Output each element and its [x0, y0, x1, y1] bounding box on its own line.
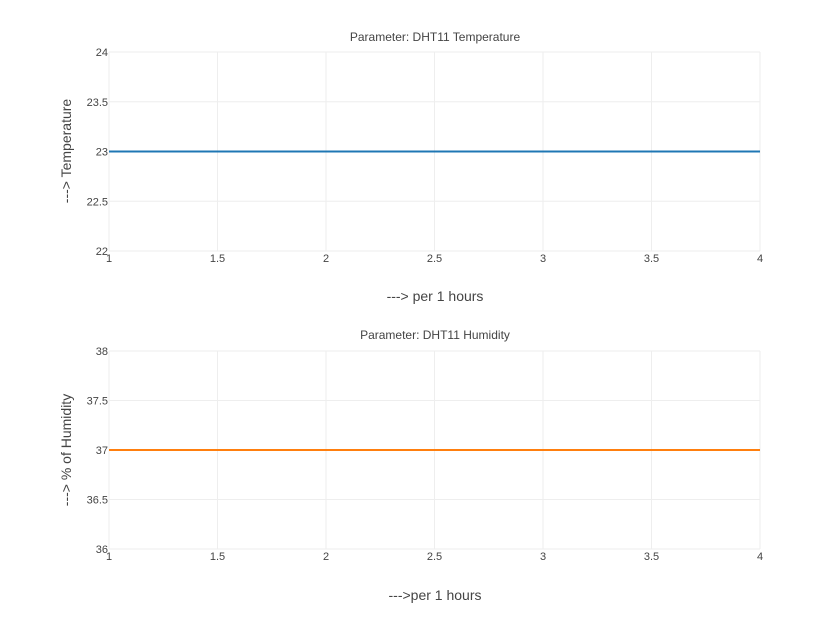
temperature-x-tick-label: 2 — [323, 253, 329, 265]
humidity-x-tick-label: 2 — [323, 551, 329, 563]
humidity-x-tick-label: 3.5 — [644, 551, 659, 563]
temperature-chart-title: Parameter: DHT11 Temperature — [350, 30, 521, 44]
humidity-x-tick-label: 3 — [540, 551, 546, 563]
temperature-y-tick-label: 24 — [96, 47, 108, 59]
humidity-y-tick-label: 38 — [96, 346, 108, 358]
humidity-chart: Parameter: DHT11 Humidity --->per 1 hour… — [58, 328, 763, 603]
temperature-y-tick-label: 22 — [96, 246, 108, 258]
humidity-x-tick-label: 1.5 — [210, 551, 225, 563]
temperature-y-tick-label: 22.5 — [87, 196, 108, 208]
humidity-y-tick-label: 37.5 — [87, 396, 108, 408]
humidity-chart-title: Parameter: DHT11 Humidity — [360, 328, 510, 342]
humidity-y-tick-label: 36 — [96, 544, 108, 556]
temperature-x-tick-label: 3.5 — [644, 253, 659, 265]
humidity-x-tick-label: 4 — [757, 551, 763, 563]
humidity-x-tick-label: 2.5 — [427, 551, 442, 563]
temperature-chart: Parameter: DHT11 Temperature ---> per 1 … — [58, 30, 763, 304]
temperature-x-tick-label: 1 — [106, 253, 112, 265]
temperature-x-tick-label: 2.5 — [427, 253, 442, 265]
humidity-y-axis-label: ---> % of Humidity — [58, 394, 74, 506]
temperature-x-tick-label: 1.5 — [210, 253, 225, 265]
humidity-x-axis-label: --->per 1 hours — [389, 587, 482, 603]
temperature-y-tick-label: 23.5 — [87, 97, 108, 109]
temperature-x-tick-label: 3 — [540, 253, 546, 265]
temperature-y-tick-label: 23 — [96, 147, 108, 159]
temperature-y-axis-label: ---> Temperature — [58, 99, 74, 204]
humidity-y-tick-label: 37 — [96, 445, 108, 457]
temperature-x-tick-label: 4 — [757, 253, 763, 265]
temperature-x-axis-label: ---> per 1 hours — [387, 288, 484, 304]
humidity-x-tick-label: 1 — [106, 551, 112, 563]
humidity-y-tick-label: 36.5 — [87, 495, 108, 507]
